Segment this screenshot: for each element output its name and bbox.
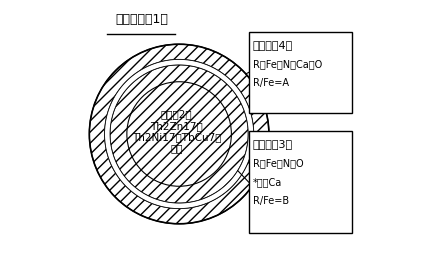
Text: 核部（2）: 核部（2） — [161, 109, 192, 120]
Text: 壳外层（4）: 壳外层（4） — [253, 40, 293, 50]
PathPatch shape — [110, 65, 248, 203]
Bar — [249, 32, 352, 113]
Text: 结构: 结构 — [170, 143, 182, 153]
Text: 磁性粉末（1）: 磁性粉末（1） — [115, 13, 168, 27]
PathPatch shape — [105, 59, 254, 209]
Text: R/Fe=B: R/Fe=B — [253, 196, 289, 206]
Text: R、Fe、N、O: R、Fe、N、O — [253, 158, 303, 168]
PathPatch shape — [89, 44, 269, 224]
Text: *不含Ca: *不含Ca — [253, 177, 282, 187]
Text: R/Fe=A: R/Fe=A — [253, 78, 289, 88]
Text: Th2Ni17、TbCu7、: Th2Ni17、TbCu7、 — [132, 132, 221, 142]
Text: R、Fe、N、Ca、O: R、Fe、N、Ca、O — [253, 59, 322, 69]
Bar — [249, 131, 352, 233]
Text: Th2Zn17、: Th2Zn17、 — [150, 121, 203, 131]
Text: 壳内层（3）: 壳内层（3） — [253, 139, 293, 149]
